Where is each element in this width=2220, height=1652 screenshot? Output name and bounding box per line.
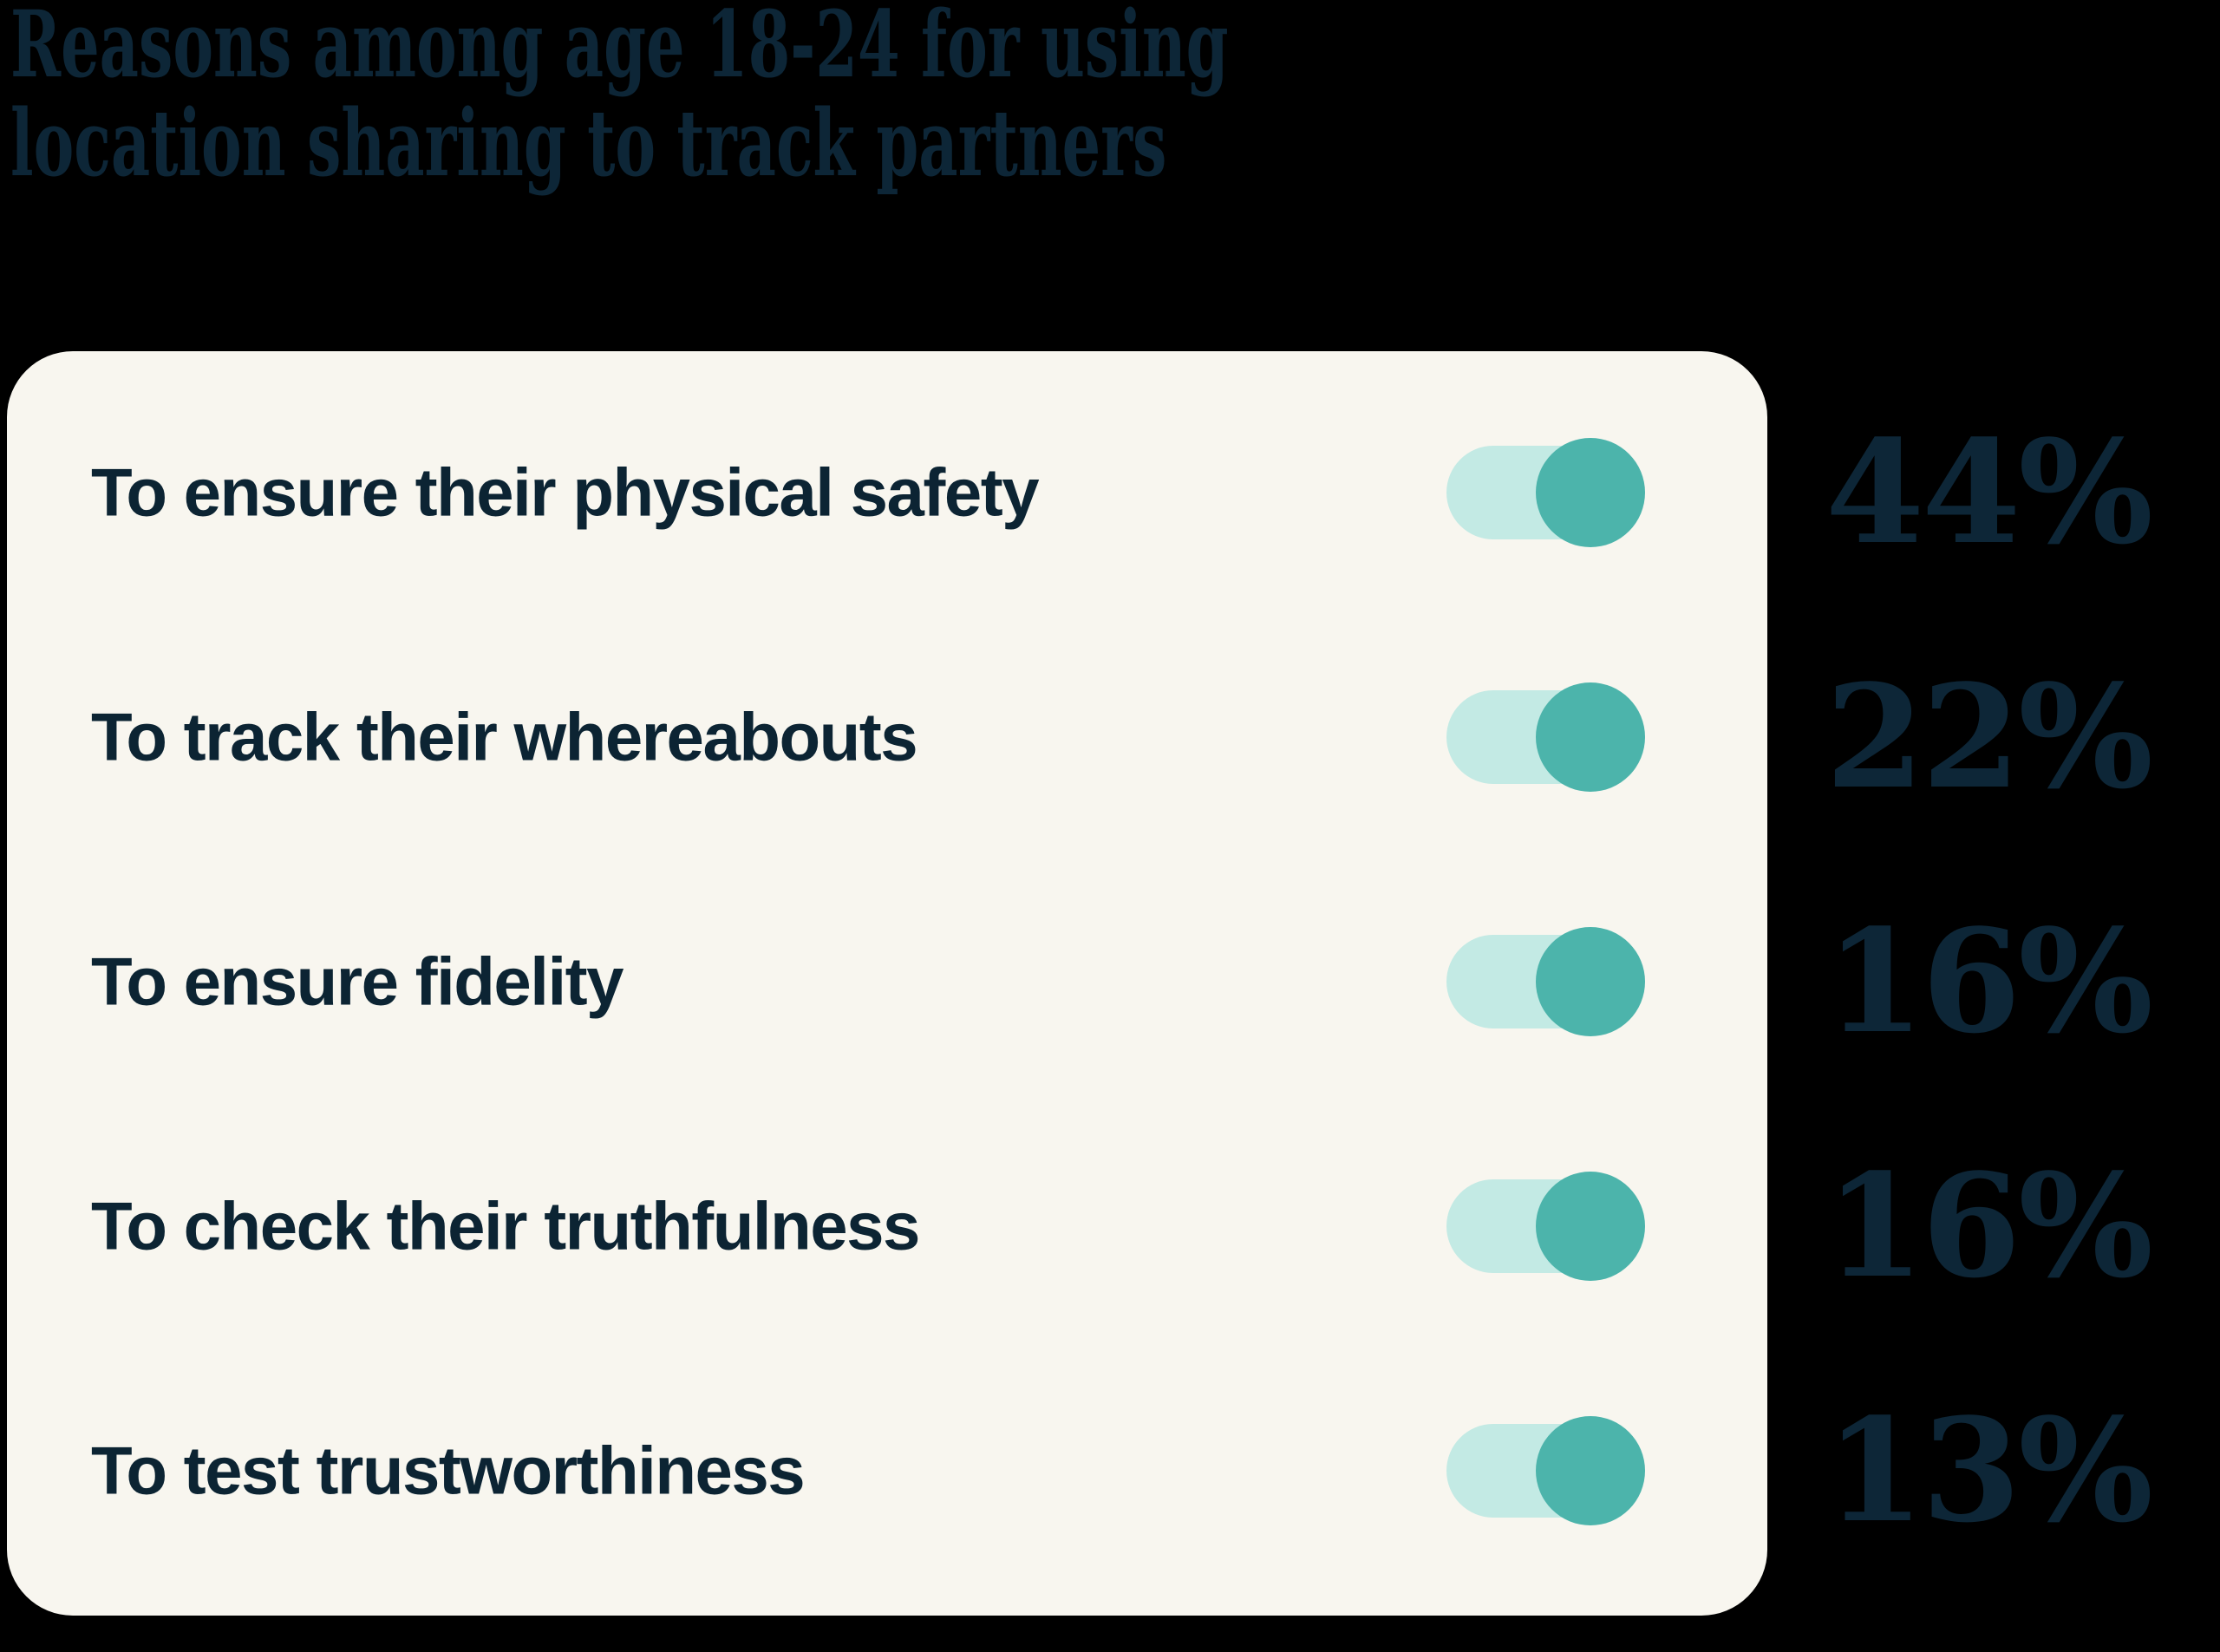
page-title-line-2: location sharing to track partners [10, 88, 1167, 198]
toggle-on-icon [1446, 438, 1645, 547]
reason-label: To test trustworthiness [91, 1432, 806, 1509]
toggle-knob [1536, 1172, 1645, 1281]
toggle-on-icon [1446, 1172, 1645, 1281]
page-title: Reasons among age 18-24 for using locati… [10, 0, 1229, 193]
toggle-knob [1536, 927, 1645, 1036]
toggle-on-icon [1446, 682, 1645, 792]
reason-label: To track their whereabouts [91, 698, 918, 775]
page-title-line-1: Reasons among age 18-24 for using [10, 0, 1229, 98]
list-item: To ensure fidelity 16% [0, 859, 2220, 1104]
percentage-value: 13% [1825, 1387, 2153, 1554]
list-item: To test trustworthiness 13% [0, 1348, 2220, 1593]
toggle-on-icon [1446, 927, 1645, 1036]
reason-label: To ensure their physical safety [91, 454, 1040, 531]
percentage-value: 16% [1825, 898, 2153, 1065]
percentage-value: 22% [1825, 653, 2153, 820]
percentage-value: 16% [1825, 1142, 2153, 1309]
percentage-value: 44% [1825, 408, 2153, 576]
list-item: To check their truthfulness 16% [0, 1104, 2220, 1348]
toggle-on-icon [1446, 1416, 1645, 1525]
toggle-knob [1536, 438, 1645, 547]
list-item: To track their whereabouts 22% [0, 615, 2220, 859]
reasons-list: To ensure their physical safety 44% To t… [0, 370, 2220, 1593]
toggle-knob [1536, 682, 1645, 792]
reason-label: To check their truthfulness [91, 1187, 920, 1264]
reason-label: To ensure fidelity [91, 943, 624, 1020]
toggle-knob [1536, 1416, 1645, 1525]
list-item: To ensure their physical safety 44% [0, 370, 2220, 615]
